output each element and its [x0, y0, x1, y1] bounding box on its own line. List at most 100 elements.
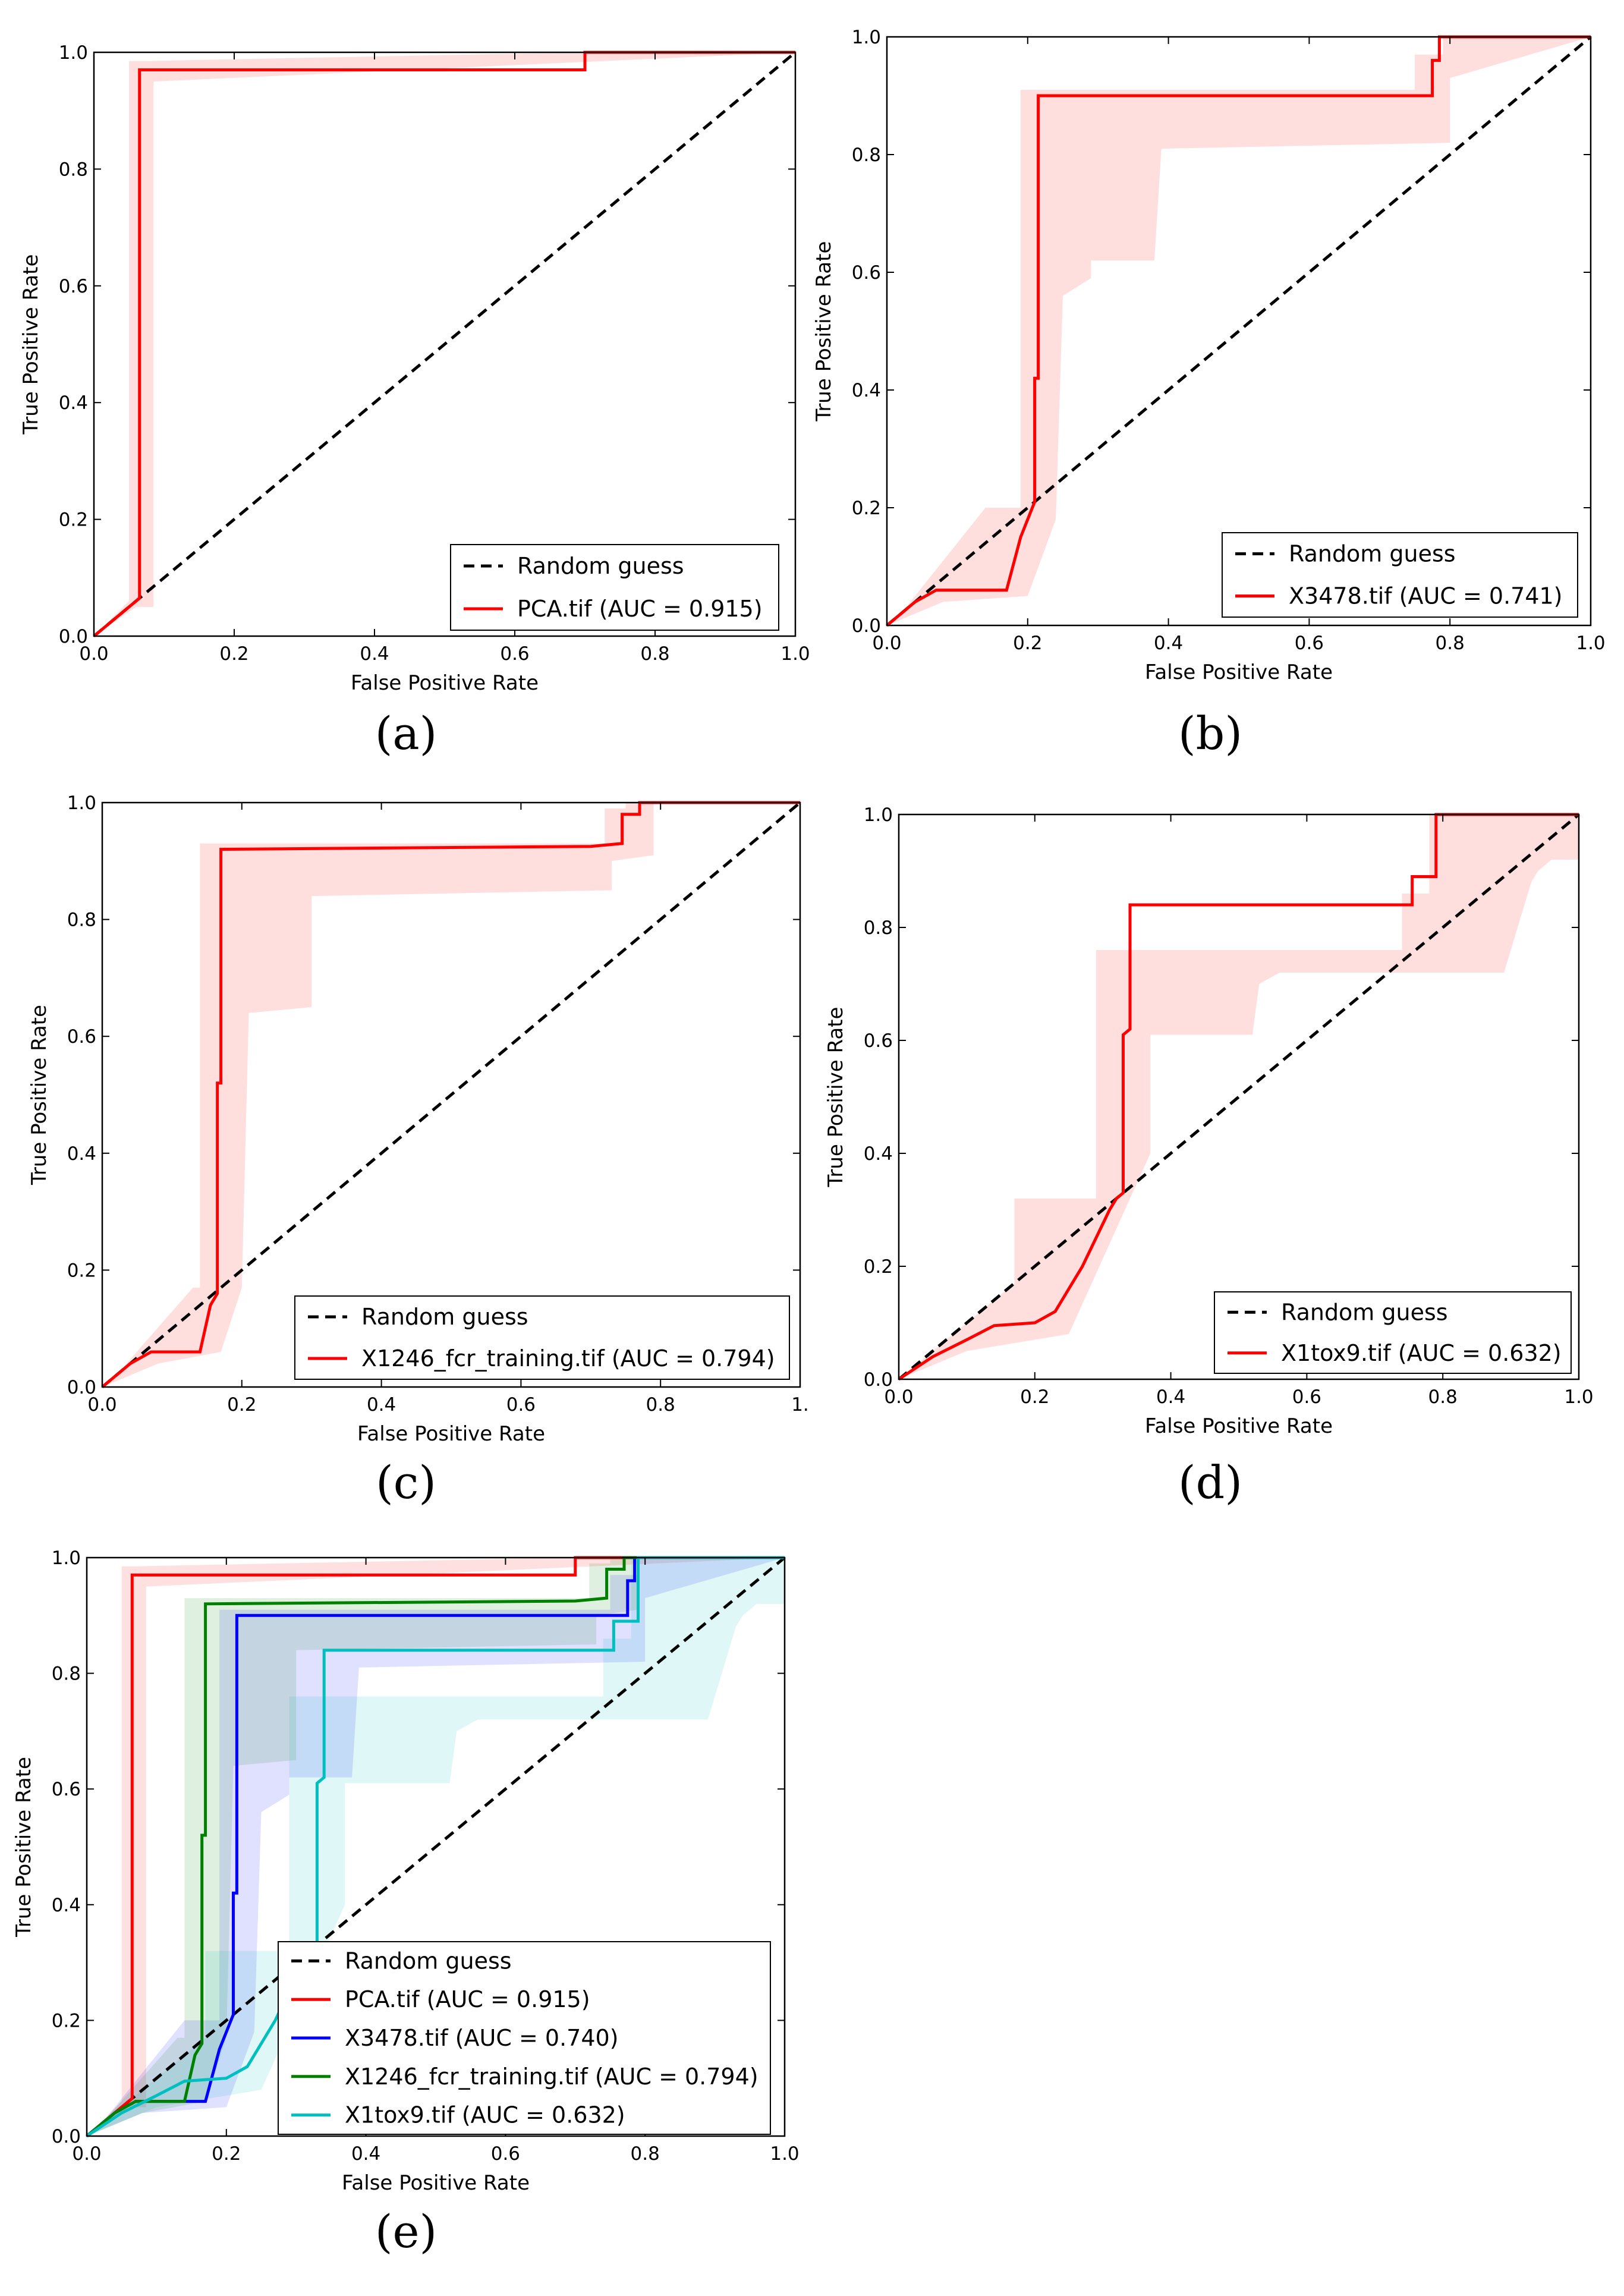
y-axis-label: True Positive Rate — [824, 1007, 848, 1188]
legend-box — [1214, 1291, 1572, 1374]
x-tick-label: 1.0 — [770, 2143, 799, 2165]
y-tick-label: 1.0 — [864, 804, 893, 826]
y-tick-label: 0.2 — [59, 509, 88, 531]
x-tick-label: 0.8 — [1428, 1386, 1458, 1408]
legend: Random guess X1tox9.tif (AUC = 0.632) — [1214, 1291, 1572, 1374]
y-tick-label: 0.6 — [864, 1030, 893, 1052]
x-tick-label: 0.8 — [631, 2143, 660, 2165]
x-axis-label: False Positive Rate — [1145, 661, 1333, 684]
legend-entry-label: Random guess — [517, 553, 684, 579]
y-tick-label: 0.0 — [59, 626, 88, 647]
x-tick-label: 0.0 — [79, 643, 108, 665]
legend-entry-label: PCA.tif (AUC = 0.915) — [345, 1986, 590, 2012]
legend-entry-label: Random guess — [361, 1304, 528, 1330]
x-tick-label: 1.0 — [1564, 1386, 1593, 1408]
legend-entry-label: PCA.tif (AUC = 0.915) — [517, 596, 763, 622]
y-axis-label: True Positive Rate — [27, 1005, 51, 1185]
x-tick-label: 1. — [791, 1394, 809, 1416]
chart-panel-d: 0.0 0.2 0.4 0.6 0.8 1.0 0.0 0.2 0.4 0.6 0.8 1.0 Fals… — [824, 804, 1594, 1509]
axes-frame — [93, 51, 797, 637]
legend: Random guess PCA.tif (AUC = 0.915) — [450, 544, 779, 631]
legend-box — [450, 544, 779, 631]
roc-curve-1 — [898, 813, 1579, 1381]
x-tick-label: 0.4 — [351, 2143, 380, 2165]
y-tick-label: 0.8 — [852, 144, 881, 166]
x-tick-label: 0.8 — [1436, 633, 1465, 654]
x-tick-label: 0.4 — [367, 1394, 396, 1416]
y-tick-label: 1.0 — [67, 792, 96, 814]
x-tick-label: 0.4 — [1156, 1386, 1185, 1408]
roc-curve-1 — [101, 801, 800, 1388]
y-tick-label: 0.0 — [52, 2126, 81, 2147]
y-tick-label: 0.2 — [864, 1256, 893, 1278]
chart-panel-b: 0.0 0.2 0.4 0.6 0.8 1.0 0.0 0.2 0.4 0.6 0.8 1.0 Fals… — [812, 27, 1606, 760]
confidence-band-3 — [87, 1558, 785, 2136]
x-tick-label: 0.2 — [219, 643, 248, 665]
axes-frame — [101, 801, 801, 1388]
y-tick-label: 0.4 — [864, 1143, 893, 1165]
x-tick-label: 0.0 — [72, 2143, 101, 2165]
x-tick-label: 0.0 — [87, 1394, 117, 1416]
x-tick-label: 1.0 — [780, 643, 810, 665]
y-tick-label: 0.0 — [67, 1377, 96, 1398]
x-tick-label: 0.4 — [360, 643, 389, 665]
panel-label: (d) — [1178, 1456, 1242, 1509]
random-guess-line — [101, 801, 801, 1388]
panel-label: (b) — [1178, 707, 1242, 760]
x-tick-label: 0.4 — [1154, 633, 1183, 654]
x-axis-label: False Positive Rate — [1145, 1414, 1333, 1438]
legend-box — [1222, 532, 1578, 618]
y-axis-label: True Positive Rate — [19, 254, 43, 435]
y-tick-label: 0.8 — [67, 910, 96, 931]
legend-entry-label: X3478.tif (AUC = 0.740) — [345, 2025, 619, 2051]
y-tick-label: 0.8 — [864, 917, 893, 939]
chart-panel-e: 0.0 0.2 0.4 0.6 0.8 1.0 0.0 0.2 0.4 0.6 0.8 1.0 Fals… — [12, 1548, 800, 2258]
x-tick-label: 0.8 — [640, 643, 669, 665]
x-tick-label: 0.6 — [1292, 1386, 1321, 1408]
y-tick-label: 0.2 — [67, 1260, 96, 1281]
x-tick-label: 0.2 — [1020, 1386, 1049, 1408]
x-tick-label: 0.8 — [646, 1394, 675, 1416]
roc-curve-1 — [93, 51, 795, 637]
y-tick-label: 0.4 — [59, 392, 88, 414]
legend-entry-label: Random guess — [1289, 541, 1456, 567]
x-tick-label: 0.0 — [872, 633, 901, 654]
panel-label: (e) — [375, 2205, 437, 2258]
x-tick-label: 0.6 — [500, 643, 529, 665]
legend-box — [294, 1295, 790, 1380]
roc-curve-1 — [886, 35, 1591, 627]
random-guess-line — [898, 813, 1580, 1380]
y-tick-label: 0.8 — [59, 159, 88, 180]
y-tick-label: 0.0 — [864, 1369, 893, 1391]
legend-entry-label: Random guess — [1281, 1299, 1448, 1325]
panel-label: (c) — [376, 1456, 436, 1509]
y-axis-label: True Positive Rate — [12, 1757, 36, 1938]
x-tick-label: 0.6 — [1295, 633, 1324, 654]
legend-box — [278, 1941, 771, 2135]
legend-entry-label: X1246_fcr_training.tif (AUC = 0.794) — [345, 2064, 759, 2090]
y-tick-label: 0.8 — [52, 1663, 81, 1685]
x-axis-label: False Positive Rate — [357, 1422, 545, 1446]
legend-entry-label: X1tox9.tif (AUC = 0.632) — [1281, 1340, 1562, 1366]
y-tick-label: 0.4 — [67, 1143, 96, 1165]
random-guess-line — [86, 1556, 786, 2137]
legend: Random guess PCA.tif (AUC = 0.915) X3478.t… — [278, 1941, 771, 2135]
y-tick-label: 0.2 — [52, 2010, 81, 2031]
x-tick-label: 0.2 — [1013, 633, 1042, 654]
chart-panel-c: 0.0 0.2 0.4 0.6 0.8 1. 0.0 0.2 0.4 0.6 0.8 1.0 False… — [27, 792, 809, 1509]
y-tick-label: 0.6 — [52, 1779, 81, 1800]
legend-entry-label: X1tox9.tif (AUC = 0.632) — [345, 2102, 625, 2128]
axes-frame — [898, 813, 1580, 1380]
y-tick-label: 1.0 — [52, 1548, 81, 1569]
roc-curve-3 — [86, 1556, 785, 2137]
y-tick-label: 0.6 — [59, 276, 88, 297]
axes-frame — [86, 1556, 786, 2137]
y-tick-label: 0.4 — [852, 380, 881, 401]
y-tick-label: 1.0 — [59, 42, 88, 64]
legend-entry-label: X1246_fcr_training.tif (AUC = 0.794) — [361, 1345, 775, 1372]
legend: Random guess X1246_fcr_training.tif (AUC … — [294, 1295, 790, 1380]
x-tick-label: 1.0 — [1576, 633, 1605, 654]
confidence-band-1 — [887, 37, 1591, 625]
x-tick-label: 0.6 — [506, 1394, 536, 1416]
